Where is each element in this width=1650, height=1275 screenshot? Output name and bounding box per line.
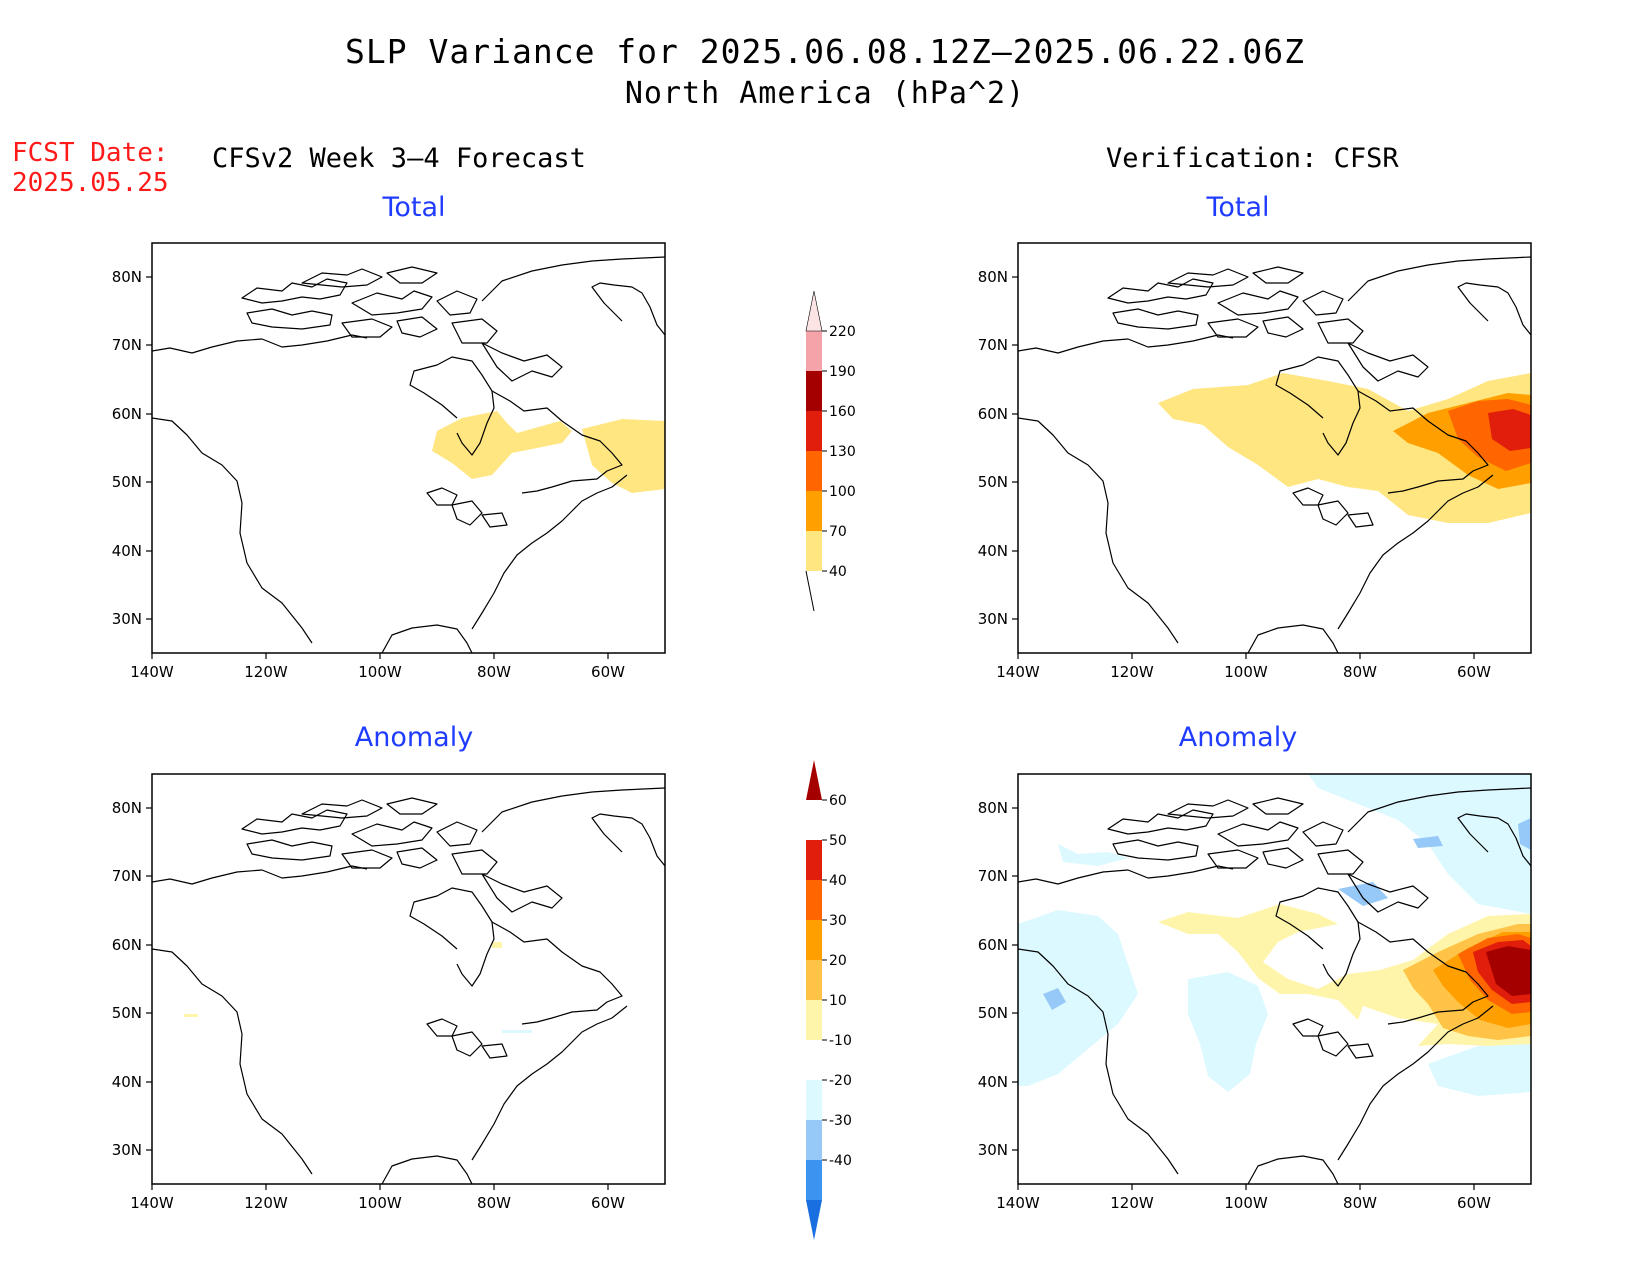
colorbar-label: 70: [829, 524, 847, 540]
lat-tick-label: 30N: [112, 610, 142, 628]
lon-tick-label: 140W: [996, 1194, 1040, 1212]
lat-tick-label: 60N: [112, 936, 142, 954]
colorbar-label: 20: [829, 953, 847, 969]
lon-tick-label: 140W: [130, 663, 174, 681]
colorbar-label: -20: [829, 1073, 852, 1089]
lat-tick-label: 60N: [112, 405, 142, 423]
verification-anomaly-map: [1017, 773, 1532, 1185]
verification-column-title: Verification: CFSR: [1106, 143, 1399, 174]
lon-tick-label: 120W: [244, 663, 288, 681]
colorbar-label: -10: [829, 1033, 852, 1049]
lat-tick-label: 80N: [978, 799, 1008, 817]
lon-tick-label: 140W: [996, 663, 1040, 681]
lat-tick-label: 30N: [978, 610, 1008, 628]
lon-tick-label: 60W: [591, 1194, 625, 1212]
colorbar-swatch: [806, 331, 822, 371]
lon-tick-label: 80W: [477, 1194, 511, 1212]
colorbar-label: 130: [829, 444, 856, 460]
lat-tick-label: 70N: [978, 336, 1008, 354]
axis-labels: 80N 70N 60N 50N 40N 30N 140W 120W 100W 80W 60W 80N 7…: [112, 268, 1491, 1212]
colorbar-label: 190: [829, 364, 856, 380]
lat-tick-label: 60N: [978, 936, 1008, 954]
colorbar-swatch: [806, 840, 822, 880]
lon-tick-label: 140W: [130, 1194, 174, 1212]
lon-tick-label: 60W: [1457, 1194, 1491, 1212]
colorbar-swatch: [806, 760, 822, 800]
lat-tick-label: 60N: [978, 405, 1008, 423]
fcst-date-value: 2025.05.25: [12, 168, 169, 198]
forecast-total-title: Total: [382, 192, 446, 223]
colorbar-swatch: [806, 1080, 822, 1120]
colorbar-label: -30: [829, 1113, 852, 1129]
lat-tick-label: 70N: [112, 336, 142, 354]
lon-tick-label: 80W: [1343, 663, 1377, 681]
lon-tick-label: 120W: [1110, 1194, 1154, 1212]
lat-tick-label: 30N: [978, 1141, 1008, 1159]
forecast-anomaly-map: [151, 773, 666, 1185]
verification-total-map: [1017, 242, 1532, 654]
lat-tick-label: 40N: [978, 1073, 1008, 1091]
lon-tick-label: 100W: [358, 1194, 402, 1212]
colorbar-label: 10: [829, 993, 847, 1009]
lon-tick-label: 80W: [477, 663, 511, 681]
colorbar-label: 220: [829, 324, 856, 340]
main-subtitle: North America (hPa^2): [624, 76, 1026, 111]
anomaly-colorbar: 60 50 40 30 20 10 -10 -20 -30 -40: [806, 760, 852, 1240]
colorbar-label: 50: [829, 833, 847, 849]
colorbar-swatch: [806, 1160, 822, 1200]
lon-tick-label: 80W: [1343, 1194, 1377, 1212]
verification-total-title: Total: [1206, 192, 1270, 223]
colorbar-swatch: [806, 531, 822, 571]
lat-tick-label: 40N: [112, 542, 142, 560]
colorbar-label: -40: [829, 1153, 852, 1169]
lat-tick-label: 40N: [112, 1073, 142, 1091]
main-title: SLP Variance for 2025.06.08.12Z–2025.06.…: [345, 32, 1305, 71]
colorbar-swatch: [806, 451, 822, 491]
colorbar-label: 40: [829, 873, 847, 889]
lon-tick-label: 60W: [1457, 663, 1491, 681]
lon-tick-label: 120W: [1110, 663, 1154, 681]
colorbar-label: 160: [829, 404, 856, 420]
colorbar-label: 60: [829, 793, 847, 809]
colorbar-swatch: [806, 371, 822, 411]
colorbar-swatch: [806, 491, 822, 531]
lat-tick-label: 50N: [112, 473, 142, 491]
forecast-column-title: CFSv2 Week 3–4 Forecast: [212, 143, 586, 174]
lat-tick-label: 30N: [112, 1141, 142, 1159]
verification-anomaly-title: Anomaly: [1178, 722, 1298, 753]
colorbar-label: 30: [829, 913, 847, 929]
lat-tick-label: 80N: [112, 799, 142, 817]
colorbar-swatch: [806, 1000, 822, 1040]
lon-tick-label: 100W: [1224, 663, 1268, 681]
lat-tick-label: 50N: [978, 1004, 1008, 1022]
lon-tick-label: 100W: [358, 663, 402, 681]
fcst-date-label: FCST Date:: [12, 138, 169, 168]
colorbar-swatch: [805, 290, 823, 332]
lat-tick-label: 40N: [978, 542, 1008, 560]
colorbar-end: [805, 570, 815, 612]
colorbar-swatch: [806, 1040, 822, 1080]
colorbar-label: 100: [829, 484, 856, 500]
colorbar-swatch: [806, 1200, 822, 1240]
forecast-total-map: [151, 242, 666, 654]
lat-tick-label: 80N: [978, 268, 1008, 286]
colorbar-swatch: [806, 411, 822, 451]
colorbar-swatch: [806, 1120, 822, 1160]
lon-tick-label: 100W: [1224, 1194, 1268, 1212]
colorbar-label: 40: [829, 564, 847, 580]
lat-tick-label: 80N: [112, 268, 142, 286]
colorbar-swatch: [806, 960, 822, 1000]
lat-tick-label: 50N: [112, 1004, 142, 1022]
lat-tick-label: 70N: [978, 867, 1008, 885]
forecast-anomaly-title: Anomaly: [354, 722, 474, 753]
colorbar-swatch: [806, 880, 822, 920]
lat-tick-label: 50N: [978, 473, 1008, 491]
lon-tick-label: 60W: [591, 663, 625, 681]
colorbar-swatch: [806, 920, 822, 960]
total-colorbar: 40 70 100 130 160 190 220: [805, 290, 856, 612]
lon-tick-label: 120W: [244, 1194, 288, 1212]
lat-tick-label: 70N: [112, 867, 142, 885]
